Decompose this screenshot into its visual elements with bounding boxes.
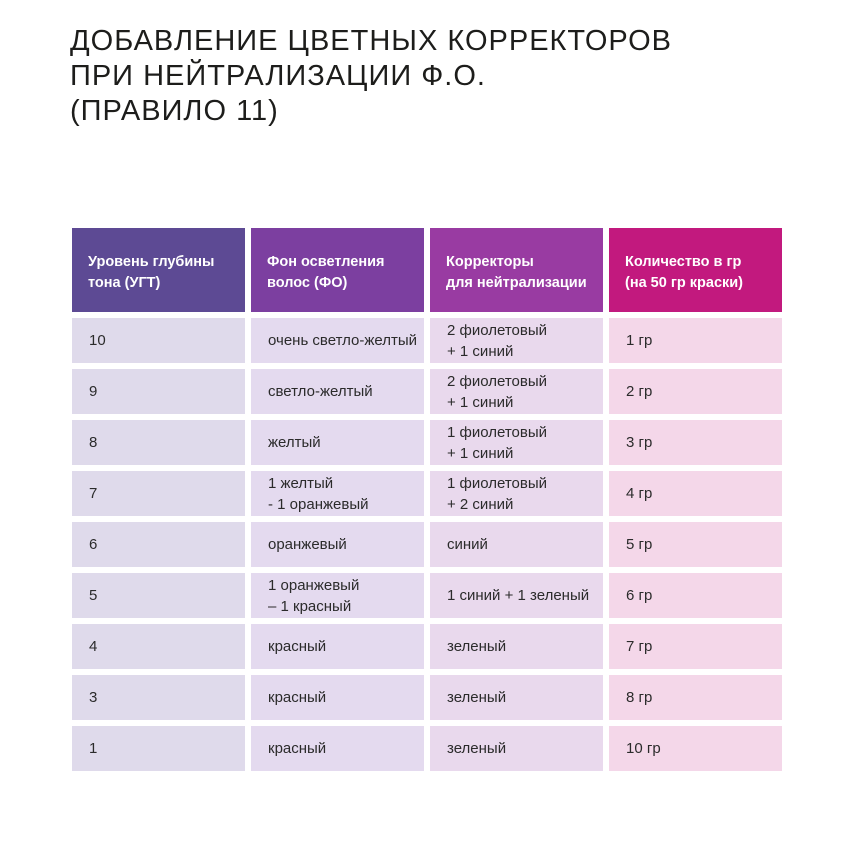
table-cell: 5 гр bbox=[609, 522, 782, 567]
table-cell: 8 гр bbox=[609, 675, 782, 720]
table-cell: красный bbox=[251, 624, 424, 669]
table-cell: 6 bbox=[72, 522, 245, 567]
table-cell: 1 гр bbox=[609, 318, 782, 363]
table-cell: зеленый bbox=[430, 624, 603, 669]
table-cell: 1 желтый - 1 оранжевый bbox=[251, 471, 424, 516]
table-cell: 4 гр bbox=[609, 471, 782, 516]
table-cell: 8 bbox=[72, 420, 245, 465]
table-cell: 3 bbox=[72, 675, 245, 720]
table-cell: 2 фиолетовый + 1 синий bbox=[430, 369, 603, 414]
table-cell: 1 фиолетовый + 2 синий bbox=[430, 471, 603, 516]
table-cell: желтый bbox=[251, 420, 424, 465]
table-cell: 2 гр bbox=[609, 369, 782, 414]
table-cell: 1 оранжевый – 1 красный bbox=[251, 573, 424, 618]
table-cell: очень светло-желтый bbox=[251, 318, 424, 363]
table-cell: 10 гр bbox=[609, 726, 782, 771]
table-header-fo: Фон осветления волос (ФО) bbox=[251, 228, 424, 312]
table-header-amount: Количество в гр (на 50 гр краски) bbox=[609, 228, 782, 312]
table-cell: 6 гр bbox=[609, 573, 782, 618]
table-cell: 10 bbox=[72, 318, 245, 363]
correctors-table: Уровень глубины тона (УГТ) Фон осветлени… bbox=[72, 228, 782, 771]
table-cell: светло-желтый bbox=[251, 369, 424, 414]
table-cell: оранжевый bbox=[251, 522, 424, 567]
table-cell: красный bbox=[251, 675, 424, 720]
table-cell: 7 гр bbox=[609, 624, 782, 669]
table-cell: 2 фиолетовый + 1 синий bbox=[430, 318, 603, 363]
table-cell: 4 bbox=[72, 624, 245, 669]
table-cell: красный bbox=[251, 726, 424, 771]
table-cell: 1 синий + 1 зеленый bbox=[430, 573, 603, 618]
table-header-ugt: Уровень глубины тона (УГТ) bbox=[72, 228, 245, 312]
table-cell: 5 bbox=[72, 573, 245, 618]
table-cell: 7 bbox=[72, 471, 245, 516]
table-cell: синий bbox=[430, 522, 603, 567]
table-cell: 1 bbox=[72, 726, 245, 771]
table-cell: 3 гр bbox=[609, 420, 782, 465]
table-cell: 1 фиолетовый + 1 синий bbox=[430, 420, 603, 465]
table-header-correctors: Корректоры для нейтрализации bbox=[430, 228, 603, 312]
table-cell: зеленый bbox=[430, 726, 603, 771]
page-title: ДОБАВЛЕНИЕ ЦВЕТНЫХ КОРРЕКТОРОВ ПРИ НЕЙТР… bbox=[70, 25, 672, 127]
table-cell: зеленый bbox=[430, 675, 603, 720]
table-cell: 9 bbox=[72, 369, 245, 414]
